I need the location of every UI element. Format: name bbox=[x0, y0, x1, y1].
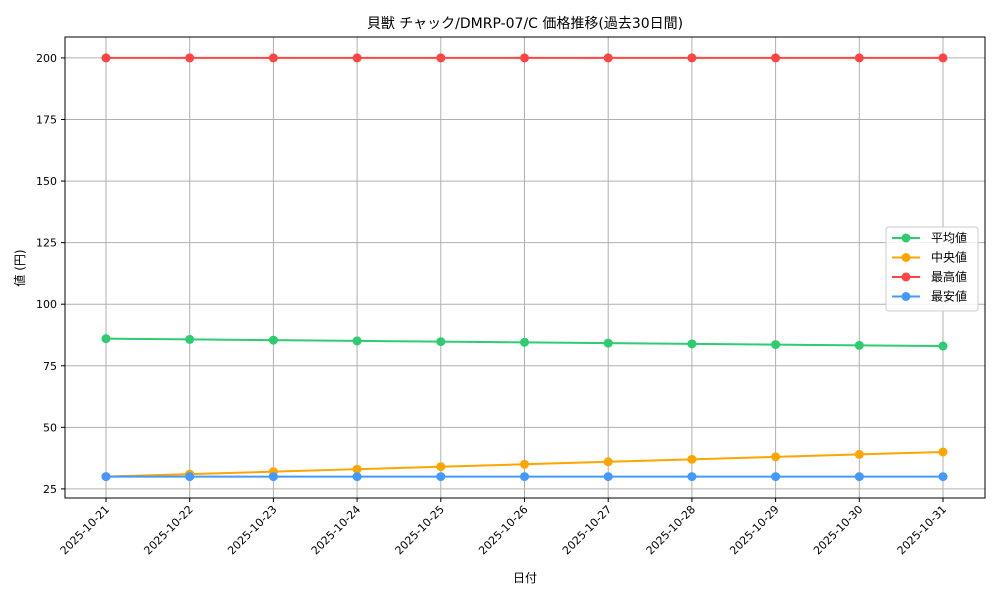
data-point bbox=[687, 454, 697, 464]
legend-marker bbox=[901, 253, 911, 262]
x-ticks: 2025-10-21 2025-10-22 2025-10-23 2025-10-24… bbox=[58, 498, 949, 557]
data-point bbox=[687, 53, 697, 63]
series-0 bbox=[101, 334, 948, 351]
data-point bbox=[854, 449, 864, 459]
x-tick-label: 2025-10-28 bbox=[644, 503, 698, 557]
legend-label: 平均値 bbox=[931, 230, 967, 245]
data-point bbox=[771, 53, 781, 63]
data-point bbox=[771, 340, 781, 350]
x-tick-label: 2025-10-21 bbox=[58, 503, 112, 557]
data-point bbox=[520, 53, 529, 63]
data-point bbox=[938, 341, 948, 351]
series-3 bbox=[101, 472, 948, 482]
data-point bbox=[520, 459, 529, 469]
x-tick-label: 2025-10-22 bbox=[141, 503, 195, 557]
y-tick-label: 175 bbox=[36, 113, 57, 126]
legend-box bbox=[885, 226, 979, 312]
y-tick-label: 125 bbox=[36, 237, 57, 250]
data-point bbox=[938, 447, 948, 457]
y-ticks: 25 50 75 100 125 150 175 200 bbox=[36, 52, 65, 496]
data-point bbox=[436, 472, 446, 482]
data-point bbox=[352, 53, 362, 63]
data-point bbox=[520, 472, 529, 482]
data-point bbox=[268, 472, 278, 482]
data-point bbox=[771, 472, 781, 482]
chart-title: 貝獣 チャック/DMRP-07/C 価格推移(過去30日間) bbox=[367, 16, 683, 32]
data-point bbox=[603, 53, 613, 63]
x-tick-label: 2025-10-23 bbox=[225, 503, 279, 557]
legend-marker bbox=[901, 292, 911, 301]
data-point bbox=[101, 334, 111, 344]
data-point bbox=[352, 472, 362, 482]
data-point bbox=[268, 53, 278, 63]
x-tick-label: 2025-10-25 bbox=[393, 503, 447, 557]
y-tick-label: 75 bbox=[43, 360, 57, 373]
data-point bbox=[938, 472, 948, 482]
y-tick-label: 50 bbox=[43, 421, 57, 434]
data-point bbox=[854, 340, 864, 350]
x-tick-label: 2025-10-29 bbox=[727, 503, 781, 557]
data-point bbox=[854, 53, 864, 63]
data-point bbox=[101, 53, 111, 63]
data-point bbox=[352, 336, 362, 346]
data-point bbox=[185, 53, 195, 63]
legend-label: 最安値 bbox=[931, 289, 967, 304]
legend-marker bbox=[901, 272, 911, 282]
data-point bbox=[352, 464, 362, 474]
data-point bbox=[185, 472, 195, 482]
x-tick-label: 2025-10-24 bbox=[309, 503, 363, 557]
data-point bbox=[436, 462, 446, 472]
data-point bbox=[520, 337, 529, 347]
data-point bbox=[101, 472, 111, 482]
series-group bbox=[101, 53, 948, 482]
data-point bbox=[436, 337, 446, 347]
x-tick-label: 2025-10-26 bbox=[476, 503, 530, 557]
data-point bbox=[185, 334, 195, 344]
x-axis-label: 日付 bbox=[513, 571, 537, 585]
y-tick-label: 150 bbox=[36, 175, 57, 188]
grid bbox=[65, 37, 985, 498]
series-2 bbox=[101, 53, 948, 63]
y-tick-label: 25 bbox=[43, 483, 57, 496]
data-point bbox=[268, 335, 278, 345]
data-point bbox=[603, 338, 613, 348]
x-tick-label: 2025-10-27 bbox=[560, 503, 614, 557]
y-tick-label: 200 bbox=[36, 52, 57, 65]
data-point bbox=[603, 457, 613, 467]
data-point bbox=[938, 53, 948, 63]
y-tick-label: 100 bbox=[36, 298, 57, 311]
data-point bbox=[603, 472, 613, 482]
legend-marker bbox=[901, 233, 911, 243]
x-tick-label: 2025-10-31 bbox=[895, 503, 949, 557]
data-point bbox=[687, 339, 697, 349]
y-axis-label: 値 (円) bbox=[12, 249, 27, 286]
data-point bbox=[436, 53, 446, 63]
data-point bbox=[854, 472, 864, 482]
legend-label: 最高値 bbox=[931, 269, 967, 284]
x-tick-label: 2025-10-30 bbox=[811, 503, 865, 557]
data-point bbox=[687, 472, 697, 482]
data-point bbox=[771, 452, 781, 462]
legend-label: 中央値 bbox=[931, 250, 967, 265]
